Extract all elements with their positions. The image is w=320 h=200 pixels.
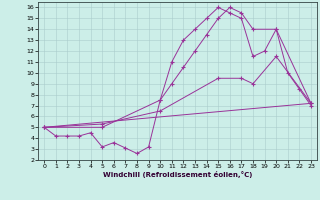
X-axis label: Windchill (Refroidissement éolien,°C): Windchill (Refroidissement éolien,°C) xyxy=(103,171,252,178)
